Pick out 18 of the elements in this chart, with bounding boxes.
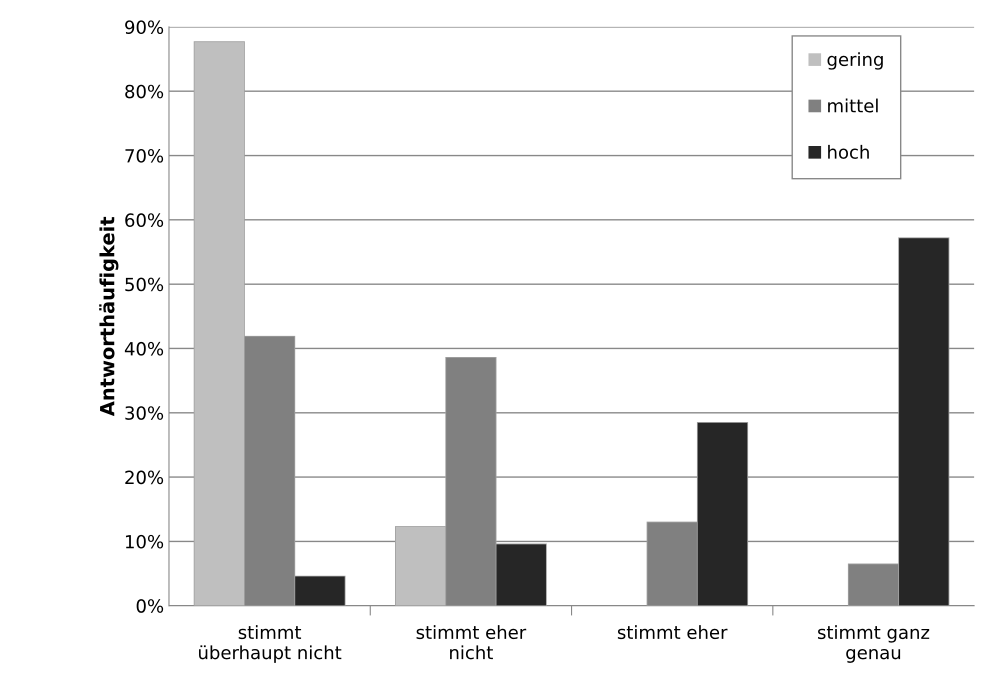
x-tick-label: stimmt eher nicht [416,625,526,660]
legend-label: mittel [828,98,878,113]
y-tick-label: 20% [125,470,164,484]
y-tick-label: 60% [125,213,164,227]
y-axis-title: Antworthäufigkeit [99,216,118,416]
y-tick-label: 90% [125,20,164,34]
legend-label: gering [828,52,883,70]
y-tick-label: 10% [126,534,164,549]
x-tick-label: stimmt ganz genau [818,625,930,663]
y-tick-label: 50% [125,278,164,292]
y-tick-label: 30% [125,406,164,420]
y-tick-label: 40% [124,342,164,356]
y-tick-label: 0% [136,599,164,613]
y-tick-label: 70% [125,148,164,163]
x-tick-label: stimmt eher [618,625,728,640]
y-tick-label: 80% [125,84,164,98]
legend-label: hoch [828,144,869,159]
x-tick-label: stimmt überhaupt nicht [199,625,342,663]
